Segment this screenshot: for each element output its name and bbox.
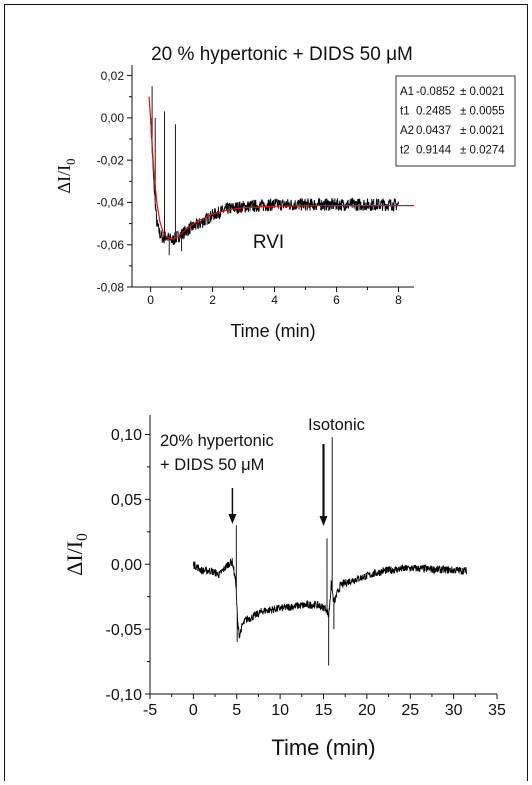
x-tick-label: 10 — [271, 702, 289, 719]
y-tick-label: -0,08 — [97, 280, 125, 294]
y-tick-label: -0,02 — [97, 153, 125, 167]
fit-params-box: A1 -0.0852 ± 0.0021 t1 0.2485 ± 0.0055 A2 0.043… — [395, 75, 516, 167]
fit-param-value: 0.2485 — [416, 106, 451, 118]
y-axis-label: ΔI/I0 — [62, 533, 91, 576]
isotonic-annotation: Isotonic — [308, 416, 365, 434]
x-axis-label: Time (min) — [230, 321, 315, 341]
rvi-annotation: RVI — [253, 232, 284, 253]
fit-params-frame — [395, 75, 516, 167]
x-tick-label: 35 — [488, 702, 506, 719]
y-axis-label-subscript: 0 — [64, 159, 78, 165]
hypertonic-annotation-line2: + DIDS 50 μM — [160, 456, 264, 474]
x-tick-label: 15 — [315, 702, 333, 719]
y-tick-label: 0,00 — [101, 111, 125, 125]
x-tick-label: -5 — [143, 702, 157, 719]
hypertonic-arrow-head — [228, 514, 237, 524]
fit-param-name: A2 — [400, 125, 414, 137]
x-tick-label: 2 — [209, 293, 216, 307]
series-line-2 — [148, 96, 414, 241]
series-line-1 — [150, 86, 399, 256]
fit-param-value: -0.0852 — [416, 86, 455, 98]
y-axis-label-subscript: 0 — [74, 533, 91, 541]
fit-param-error: ± 0.0021 — [460, 125, 505, 137]
fit-param-error: ± 0.0055 — [460, 106, 505, 118]
x-tick-label: 25 — [401, 702, 419, 719]
x-tick-label: 20 — [358, 702, 376, 719]
fit-param-name: t2 — [400, 145, 410, 157]
x-tick-label: 6 — [333, 293, 340, 307]
x-tick-label: 0 — [147, 293, 154, 307]
fit-param-error: ± 0.0021 — [460, 86, 505, 98]
y-axis-label: ΔI/I0 — [54, 159, 78, 194]
y-tick-label: 0,10 — [111, 427, 142, 444]
x-tick-label: 8 — [395, 293, 402, 307]
y-tick-label: -0,06 — [97, 238, 125, 252]
fit-param-value: 0.0437 — [416, 125, 451, 137]
x-axis-label: Time (min) — [271, 735, 375, 760]
y-tick-label: 0,02 — [101, 69, 125, 83]
y-tick-label: 0,00 — [111, 557, 142, 574]
figure-frame — [4, 4, 528, 781]
series-line-1 — [192, 437, 468, 666]
chart-panel-1: 0 2 4 6 8 0,02 0,00 -0,02 -0,04 -0,06 -0,08 Time (m… — [54, 44, 516, 341]
y-tick-label: 0,05 — [111, 492, 142, 509]
x-tick-label: 0 — [189, 702, 198, 719]
fit-param-name: A1 — [400, 86, 414, 98]
fit-param-value: 0.9144 — [416, 145, 452, 157]
fit-param-error: ± 0.0274 — [460, 145, 505, 157]
chart-panel-2: -5 0 5 10 15 20 25 30 35 0,10 0,05 0,00 -0,05 -0,10 Ti… — [62, 415, 506, 760]
isotonic-arrow-head — [319, 516, 328, 526]
x-tick-label: 30 — [445, 702, 463, 719]
chart-title: 20 % hypertonic + DIDS 50 μM — [151, 44, 413, 65]
y-tick-label: -0,04 — [97, 196, 125, 210]
x-tick-label: 4 — [271, 293, 278, 307]
y-tick-label: -0,10 — [106, 687, 143, 704]
y-tick-label: -0,05 — [106, 622, 143, 639]
x-tick-label: 5 — [232, 702, 241, 719]
fit-param-name: t1 — [400, 106, 410, 118]
hypertonic-annotation-line1: 20% hypertonic — [160, 432, 274, 450]
